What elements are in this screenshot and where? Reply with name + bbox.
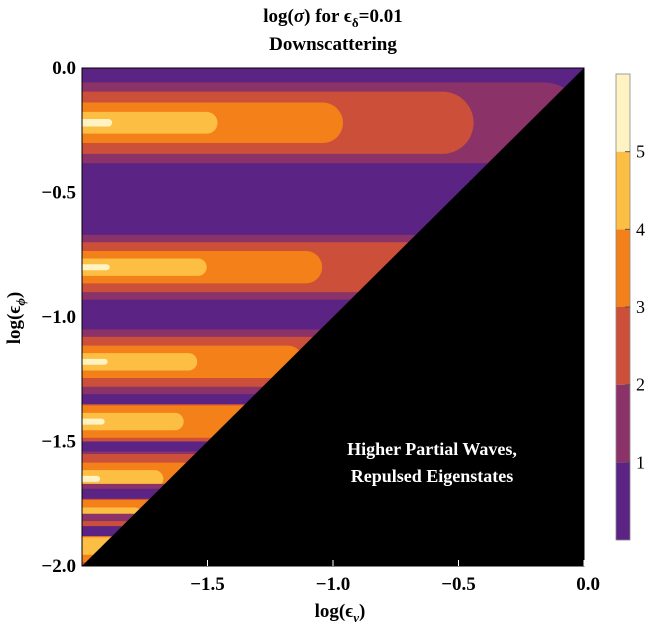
chart-subtitle: Downscattering — [269, 34, 397, 55]
y-tick-label: −0.5 — [41, 183, 76, 204]
y-tick-label: −1.0 — [41, 307, 76, 328]
colorbar-band — [616, 307, 630, 385]
contour-band-level-4 — [82, 258, 207, 276]
x-tick-label: −0.5 — [441, 574, 476, 595]
colorbar-band — [616, 462, 630, 540]
colorbar-band — [616, 229, 630, 307]
region-annotation-line-2: Repulsed Eigenstates — [351, 466, 514, 486]
contour-band-level-5 — [82, 264, 110, 271]
contour-band-level-4 — [82, 353, 198, 371]
y-axis-label: log(ϵϕ) — [4, 292, 28, 344]
plot-area — [82, 68, 584, 566]
y-tick-label: −2.0 — [41, 556, 76, 577]
contour-band-level-4 — [82, 470, 164, 488]
y-tick-label: −1.5 — [41, 432, 76, 453]
contour-trough — [82, 202, 584, 213]
colorbar-band — [616, 74, 630, 152]
colorbar: 1 2 3 4 5 — [615, 73, 645, 541]
contour-band-level-5 — [82, 119, 113, 127]
region-annotation-line-1: Higher Partial Waves, — [347, 439, 517, 459]
x-tick-label: 0.0 — [576, 574, 600, 595]
chart-title: log(σ) for ϵδ=0.01 — [263, 6, 402, 30]
contour-band-level-4 — [82, 412, 184, 431]
x-tick-label: −1.0 — [316, 574, 351, 595]
y-tick-label: 0.0 — [52, 58, 76, 79]
colorbar-tick-label: 2 — [636, 375, 645, 395]
contour-band-level-5 — [82, 358, 108, 365]
colorbar-tick-label: 1 — [636, 452, 645, 472]
colorbar-tick-label: 3 — [636, 297, 645, 317]
colorbar-band — [616, 151, 630, 230]
x-tick-label: −1.5 — [190, 574, 225, 595]
colorbar-tick-label: 4 — [636, 219, 645, 239]
colorbar-band — [616, 384, 630, 463]
x-axis-label: log(ϵν) — [315, 601, 366, 625]
colorbar-tick-label: 5 — [636, 142, 645, 162]
contour-band-level-5 — [82, 475, 100, 482]
contour-band-level-4 — [82, 111, 218, 134]
contour-band-level-5 — [82, 418, 105, 425]
excluded-region — [82, 68, 584, 566]
